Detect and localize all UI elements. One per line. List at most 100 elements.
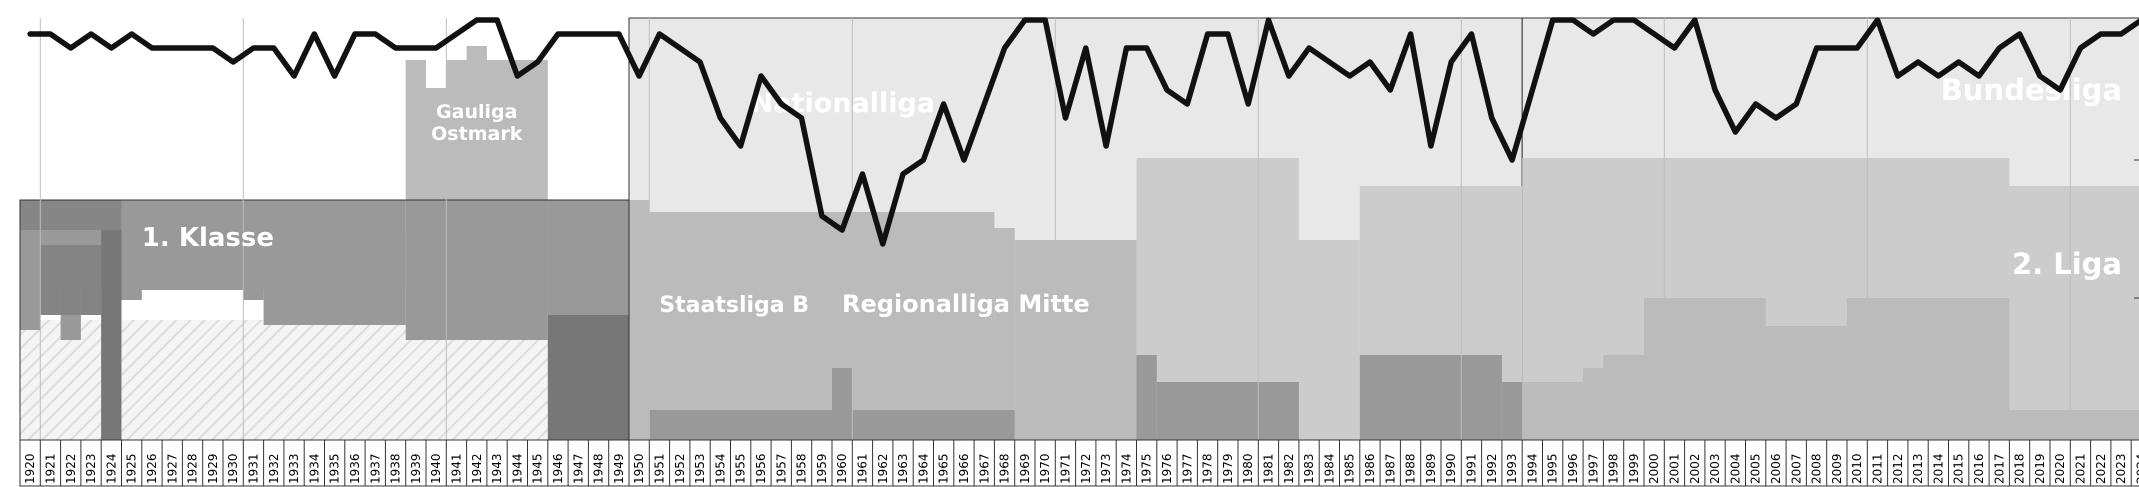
x-tick-label-1957: 1957 [774, 453, 788, 484]
band-tier3 [1765, 326, 1847, 440]
x-tick-label-1925: 1925 [125, 453, 139, 484]
x-tick-label-1932: 1932 [267, 453, 281, 484]
x-tick-label-1945: 1945 [531, 453, 545, 484]
x-tick-label-1993: 1993 [1505, 453, 1519, 484]
band-tier3 [1847, 298, 2010, 440]
x-tick-label-1965: 1965 [937, 453, 951, 484]
band-staatsliga-b [649, 212, 832, 440]
x-tick-label-1940: 1940 [429, 453, 443, 484]
x-tick-label-1928: 1928 [186, 453, 200, 484]
x-tick-label-1921: 1921 [43, 453, 57, 484]
x-tick-label-1991: 1991 [1464, 453, 1478, 484]
x-tick-label-2005: 2005 [1749, 453, 1763, 484]
x-tick-label-1953: 1953 [693, 453, 707, 484]
x-tick-label-1923: 1923 [84, 453, 98, 484]
x-tick-label-1971: 1971 [1058, 453, 1072, 484]
x-tick-label-1962: 1962 [876, 453, 890, 484]
x-tick-label-2018: 2018 [2013, 453, 2027, 484]
x-tick-label-1978: 1978 [1201, 453, 1215, 484]
band-postwar-upper [547, 200, 629, 315]
x-tick-label-1920: 1920 [23, 453, 37, 484]
band-step [263, 230, 406, 325]
x-tick-label-1933: 1933 [287, 453, 301, 484]
x-tick-label-2020: 2020 [2053, 453, 2067, 484]
x-tick-label-2010: 2010 [1850, 453, 1864, 484]
x-tick-label-1941: 1941 [449, 453, 463, 484]
year-grid [39, 18, 2139, 440]
x-tick-label-1958: 1958 [795, 453, 809, 484]
x-tick-label-1979: 1979 [1221, 453, 1235, 484]
x-tick-label-1952: 1952 [673, 453, 687, 484]
x-tick-label-1984: 1984 [1322, 453, 1336, 484]
x-axis: 1920 1921 1922 1923 1924 1925 1926 1927 1928 1929… [19, 439, 2139, 487]
x-tick-label-1922: 1922 [64, 453, 78, 484]
band-tier3 [1136, 355, 1157, 440]
band-tier3 [1501, 382, 1523, 440]
band-step [162, 230, 183, 285]
x-tick-label-1976: 1976 [1160, 453, 1174, 484]
band-step [182, 230, 203, 270]
x-tick-label-1989: 1989 [1424, 453, 1438, 484]
x-tick-label-2004: 2004 [1728, 453, 1742, 484]
rank-series [27, 17, 2139, 247]
band-tier3-strip [649, 410, 832, 440]
league-label-regionalliga-mitte: Regionalliga Mitte [842, 290, 1090, 318]
x-tick-label-1935: 1935 [328, 453, 342, 484]
x-tick-label-2016: 2016 [1972, 453, 1986, 484]
x-tick-label-1951: 1951 [652, 453, 666, 484]
band-step-dark [40, 245, 102, 315]
band-tier3 [1644, 298, 1766, 440]
league-label-gauliga-ostmark: Gauliga Ostmark [431, 101, 523, 145]
x-tick-label-1946: 1946 [551, 453, 565, 484]
x-tick-label-2009: 2009 [1830, 453, 1844, 484]
x-tick-label-1981: 1981 [1261, 453, 1275, 484]
band-gauliga-notch [426, 60, 447, 88]
league-label-staatsliga-b: Staatsliga B [659, 293, 809, 318]
band-tier3 [1156, 382, 1299, 440]
x-tick-label-1995: 1995 [1546, 453, 1560, 484]
band-1950-tier2 [629, 200, 650, 440]
band-step [141, 230, 163, 255]
x-tick-label-1936: 1936 [348, 453, 362, 484]
band-tier3 [1522, 382, 1584, 440]
league-label-2-liga: 2. Liga [2012, 247, 2122, 281]
x-tick-label-1970: 1970 [1038, 453, 1052, 484]
x-tick-label-1994: 1994 [1525, 453, 1539, 484]
x-tick-label-1998: 1998 [1607, 453, 1621, 484]
x-tick-label-1980: 1980 [1241, 453, 1255, 484]
band-step-dark [101, 230, 122, 440]
x-tick-label-2003: 2003 [1708, 453, 1722, 484]
x-tick-label-1996: 1996 [1566, 453, 1580, 484]
x-tick-label-2011: 2011 [1870, 453, 1884, 484]
band-step [243, 230, 264, 300]
x-tick-label-1990: 1990 [1444, 453, 1458, 484]
league-label-bundesliga: Bundesliga [1941, 73, 2122, 107]
band-tier3 [1359, 355, 1502, 440]
x-tick-label-1999: 1999 [1627, 453, 1641, 484]
x-tick-label-2012: 2012 [1891, 453, 1905, 484]
x-tick-label-1967: 1967 [977, 453, 991, 484]
x-tick-label-1973: 1973 [1099, 453, 1113, 484]
x-tick-label-1947: 1947 [571, 453, 585, 484]
band-tier3 [1603, 355, 1644, 440]
x-tick-label-1954: 1954 [713, 453, 727, 484]
league-label-1-klasse: 1. Klasse [142, 223, 274, 253]
x-tick-label-1964: 1964 [916, 453, 930, 484]
x-tick-label-1929: 1929 [206, 453, 220, 484]
band-2-liga-late [2009, 186, 2139, 440]
x-tick-label-1950: 1950 [632, 453, 646, 484]
x-tick-label-1960: 1960 [835, 453, 849, 484]
x-tick-label-1977: 1977 [1180, 453, 1194, 484]
band-tier3 [1583, 368, 1604, 440]
x-tick-label-1930: 1930 [226, 453, 240, 484]
x-tick-label-1927: 1927 [165, 453, 179, 484]
league-labels: 1. Klasse Gauliga Ostmark Staatsliga B Regio… [142, 73, 2122, 318]
band-regionalliga-mitte [832, 212, 995, 440]
x-tick-label-1961: 1961 [855, 453, 869, 484]
x-tick-label-1987: 1987 [1383, 453, 1397, 484]
x-tick-label-2001: 2001 [1667, 453, 1681, 484]
x-tick-label-1949: 1949 [612, 453, 626, 484]
band-gauliga-peak [466, 46, 487, 60]
x-tick-label-1963: 1963 [896, 453, 910, 484]
